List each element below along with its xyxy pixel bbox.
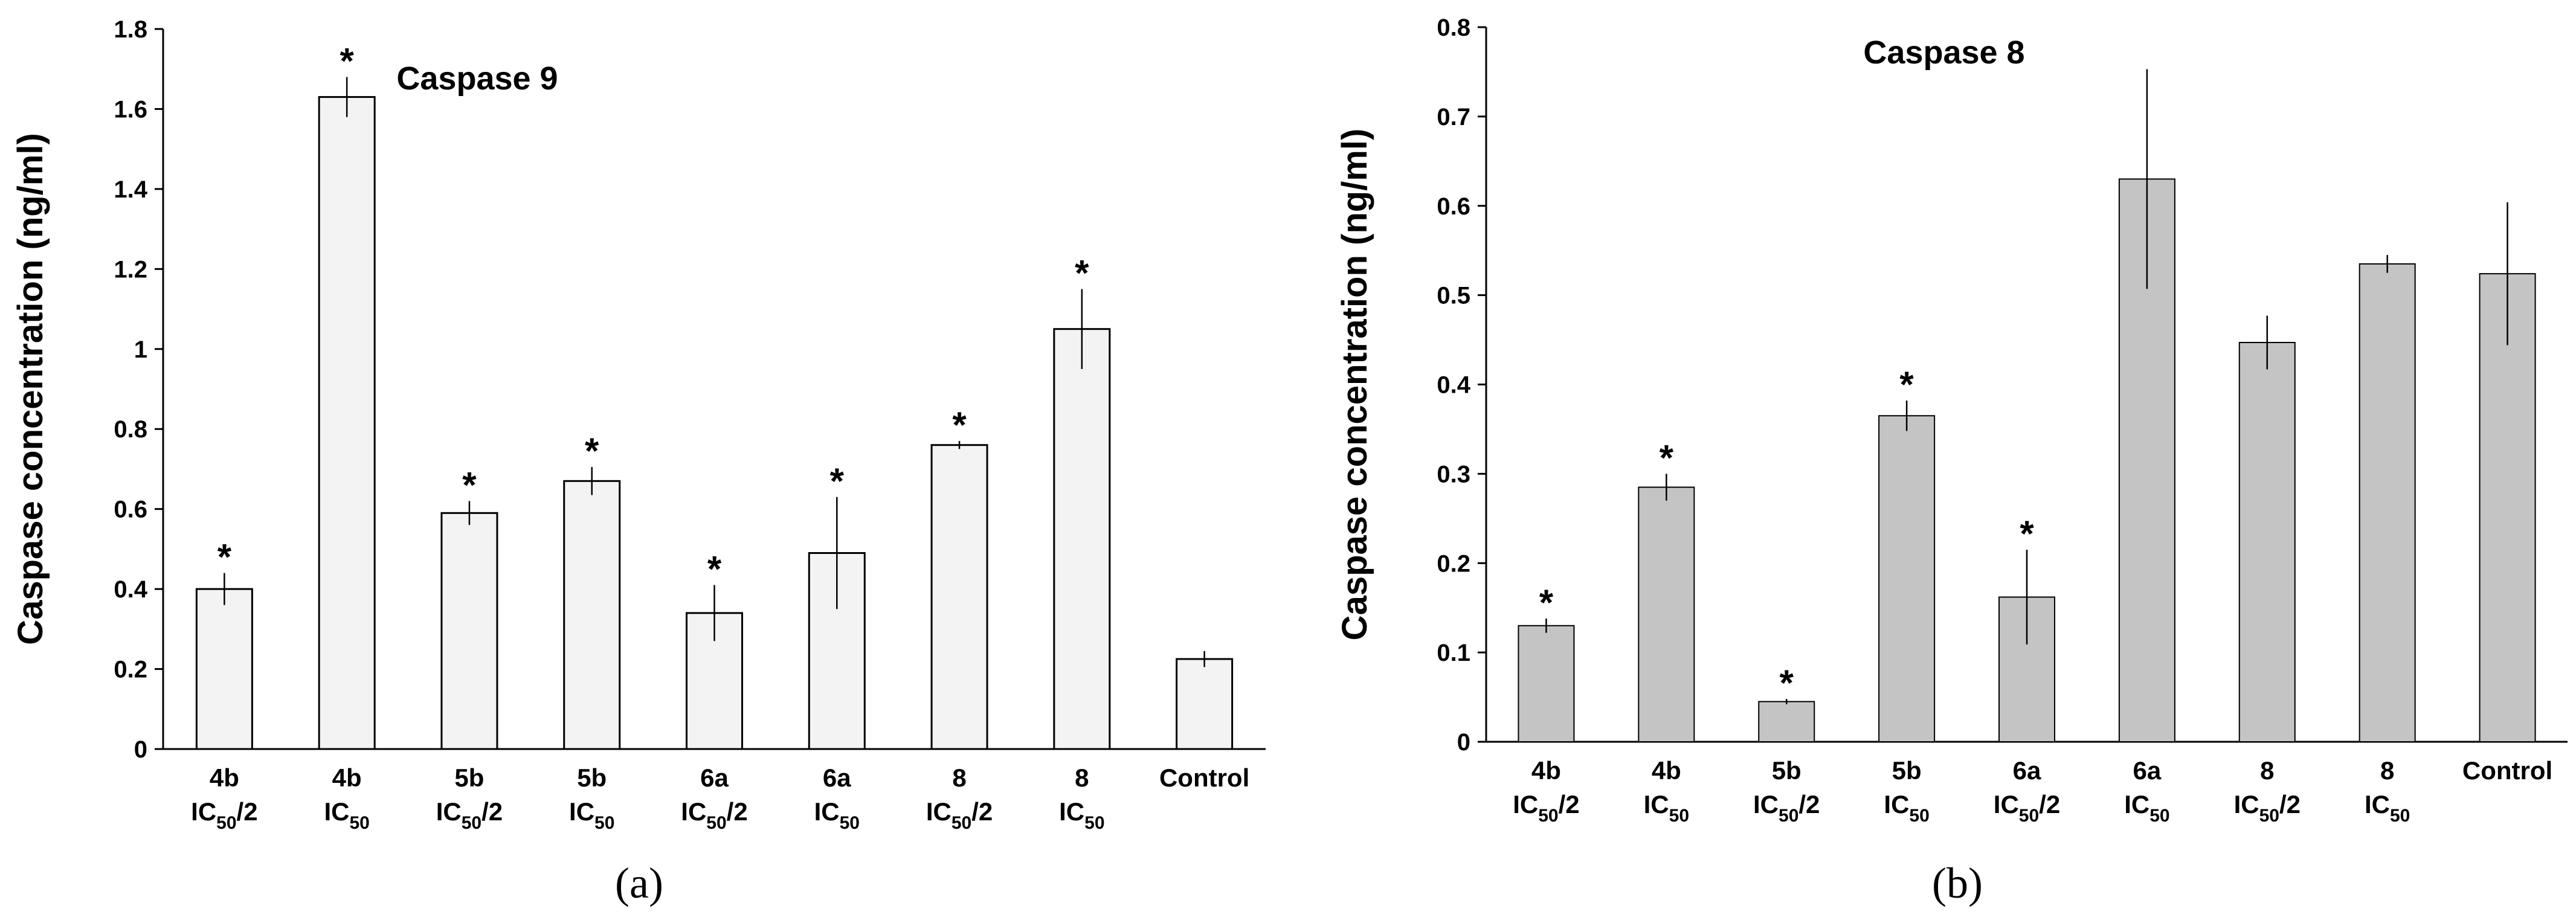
y-tick-label: 0.8	[1437, 14, 1470, 41]
x-tick-label-ic: IC50/2	[1753, 790, 1820, 826]
significance-marker: *	[1660, 437, 1674, 478]
x-tick-label: 6a	[2013, 756, 2041, 785]
bar	[318, 96, 376, 750]
bar	[1758, 701, 1815, 743]
x-tick-label-ic: IC50	[1059, 797, 1104, 833]
x-tick-label: 8	[2380, 756, 2394, 785]
panel-label: (a)	[615, 859, 663, 907]
significance-marker: *	[340, 40, 354, 81]
bar	[930, 444, 988, 750]
x-tick-label-ic: IC50	[2124, 790, 2169, 826]
x-tick-label: 6a	[2133, 756, 2162, 785]
y-tick-label: 1	[134, 336, 147, 363]
chart-caspase-8: 0 0.1 0.2 0.3 0.4 0.5 0.6 0.7 0.8 Caspase concent…	[1335, 14, 2568, 907]
chart-title: Caspase 9	[396, 60, 558, 97]
y-tick-label: 1.2	[114, 256, 147, 283]
bar	[1878, 415, 1936, 742]
y-tick-label: 1.6	[114, 96, 147, 123]
x-tick-label-ic: IC50/2	[1994, 790, 2060, 826]
bar	[1053, 328, 1111, 750]
x-tick-label: Control	[1159, 764, 1249, 792]
significance-marker: *	[585, 431, 599, 471]
significance-marker: *	[1075, 252, 1089, 293]
x-tick-label: 5b	[577, 764, 607, 792]
y-tick-label: 0.2	[114, 657, 147, 683]
x-tick-label-ic: IC50/2	[191, 797, 257, 833]
y-tick-label: 0	[134, 736, 147, 763]
x-tick-label-ic: IC50/2	[436, 797, 503, 833]
bar	[2359, 263, 2416, 742]
significance-marker: *	[952, 405, 967, 445]
x-tick-label-ic: IC50/2	[926, 797, 993, 833]
y-tick-label: 1.4	[114, 176, 147, 203]
significance-marker: *	[2020, 513, 2034, 554]
significance-marker: *	[462, 465, 477, 505]
bar	[1518, 625, 1575, 742]
x-tick-label: Control	[2462, 756, 2552, 785]
y-tick-label: 0.5	[1437, 283, 1470, 309]
significance-marker: *	[830, 461, 845, 501]
x-tick-label: 5b	[454, 764, 484, 792]
y-tick-label: 0	[1457, 729, 1470, 756]
bar	[808, 552, 866, 750]
bar	[2479, 273, 2536, 742]
y-axis-title: Caspase concentration (ng/ml)	[1335, 129, 1374, 641]
y-tick-label: 0.8	[114, 416, 147, 443]
chart-caspase-9: 0 0.2 0.4 0.6 0.8 1 1.2 1.4 1.6 1.8 Caspase concen…	[11, 16, 1266, 907]
x-tick-label: 4b	[210, 764, 239, 792]
x-tick-label-ic: IC50	[324, 797, 369, 833]
y-tick-label: 0.4	[114, 576, 147, 603]
x-tick-label-ic: IC50	[569, 797, 614, 833]
significance-marker: *	[707, 548, 722, 589]
y-axis-title: Caspase concentration (ng/ml)	[11, 133, 50, 645]
y-tick-label: 0.6	[1437, 193, 1470, 220]
chart-title: Caspase 8	[1863, 34, 2024, 71]
x-tick-label-ic: IC50	[814, 797, 860, 833]
x-tick-label: 8	[1075, 764, 1089, 792]
significance-marker: *	[1780, 663, 1794, 703]
y-tick-label: 0.7	[1437, 104, 1470, 130]
bar	[2238, 341, 2296, 742]
x-tick-label: 8	[2260, 756, 2274, 785]
significance-marker: *	[1539, 582, 1554, 623]
x-tick-label: 8	[952, 764, 966, 792]
x-tick-label: 6a	[823, 764, 851, 792]
x-tick-label-ic: IC50	[1644, 790, 1689, 826]
x-tick-label-ic: IC50/2	[2234, 790, 2301, 826]
x-tick-label: 5b	[1772, 756, 1802, 785]
x-tick-label: 4b	[332, 764, 362, 792]
y-tick-label: 0.6	[114, 497, 147, 523]
x-tick-label-ic: IC50/2	[681, 797, 747, 833]
y-tick-label: 0.2	[1437, 550, 1470, 577]
x-tick-label-ic: IC50/2	[1513, 790, 1579, 826]
x-tick-label: 4b	[1652, 756, 1681, 785]
y-tick-label: 0.1	[1437, 640, 1470, 666]
significance-marker: *	[217, 537, 232, 577]
x-tick-label-ic: IC50	[2365, 790, 2410, 826]
y-tick-label: 1.8	[114, 16, 147, 43]
bar	[686, 612, 743, 750]
panel-label: (b)	[1932, 859, 1983, 907]
x-tick-label: 5b	[1892, 756, 1922, 785]
y-tick-label: 0.3	[1437, 461, 1470, 487]
bar	[195, 588, 253, 750]
bar	[563, 480, 621, 750]
bar	[1638, 486, 1695, 743]
x-tick-label-ic: IC50	[1884, 790, 1929, 826]
x-tick-label: 6a	[700, 764, 729, 792]
x-tick-label: 4b	[1531, 756, 1561, 785]
significance-marker: *	[1899, 364, 1914, 405]
bar	[440, 512, 498, 750]
y-tick-label: 0.4	[1437, 372, 1470, 399]
bar	[1176, 658, 1234, 750]
